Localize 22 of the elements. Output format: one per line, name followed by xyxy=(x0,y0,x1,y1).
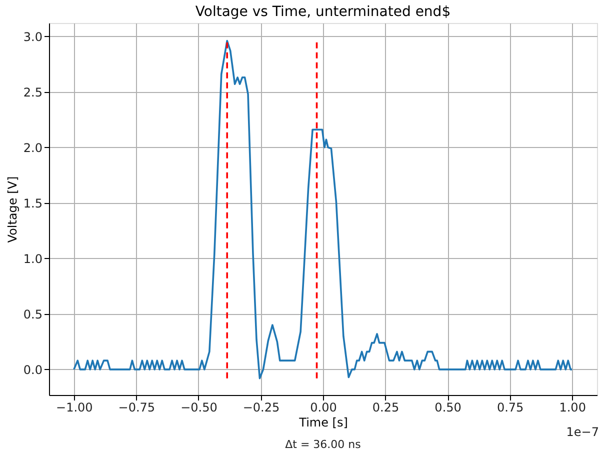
y-tick-label: 2.0 xyxy=(23,140,42,155)
x-tick-label: 1.00 xyxy=(559,400,586,414)
x-tick-label: −0.25 xyxy=(242,400,280,414)
x-tick-label: −0.50 xyxy=(180,400,218,414)
y-axis-title: Voltage [V] xyxy=(5,176,20,243)
x-tick-label: 0.75 xyxy=(496,400,524,414)
chart-title: Voltage vs Time, unterminated end$ xyxy=(195,4,451,20)
x-tick-label: 0.50 xyxy=(434,400,462,414)
x-tick-label: −0.75 xyxy=(118,400,156,414)
line-series xyxy=(73,40,573,380)
text: Δt = 36.00 ns xyxy=(285,438,362,451)
y-tick-label: 0.0 xyxy=(23,362,42,377)
y-tick-label: 1.0 xyxy=(23,252,42,266)
y-tick-label: 2.5 xyxy=(23,85,42,100)
y-tick-label: 0.5 xyxy=(23,307,42,322)
text: 1e−7 xyxy=(566,425,599,439)
y-tick-label: 3.0 xyxy=(23,30,42,44)
y-tick-label: 1.5 xyxy=(23,196,42,210)
x-axis-title: Time [s] xyxy=(298,416,348,430)
x-tick-label: 0.00 xyxy=(310,400,337,414)
x-tick-label: −1.00 xyxy=(56,400,93,414)
x-tick-label: 0.25 xyxy=(372,400,400,414)
